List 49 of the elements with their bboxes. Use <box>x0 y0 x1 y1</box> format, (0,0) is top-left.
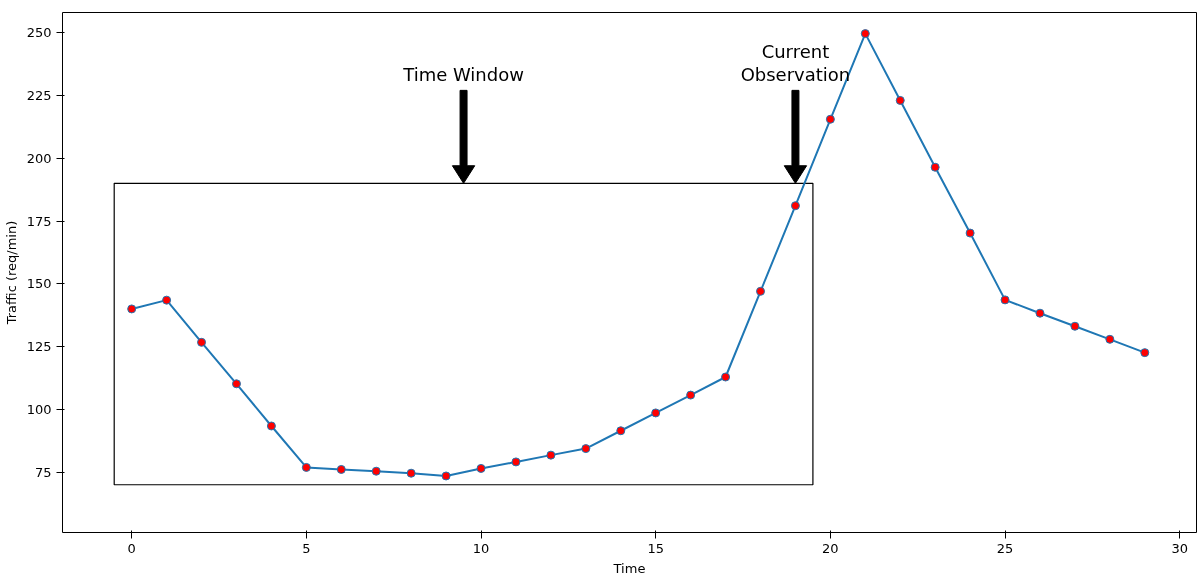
x-tick-label: 0 <box>127 540 136 556</box>
y-tick-label: 125 <box>26 339 52 355</box>
point <box>1070 321 1080 331</box>
point <box>1105 334 1115 344</box>
point <box>1140 348 1150 358</box>
y-tick-label: 200 <box>26 150 52 166</box>
y-tick-label: 100 <box>26 401 52 417</box>
point <box>476 463 486 473</box>
x-tick-label: 10 <box>472 540 490 556</box>
point <box>581 444 591 454</box>
point <box>790 201 800 211</box>
point <box>756 286 766 296</box>
point <box>441 471 451 481</box>
point <box>511 457 521 467</box>
point <box>651 408 661 418</box>
point <box>231 379 241 389</box>
point <box>127 304 137 314</box>
point <box>721 372 731 382</box>
point <box>406 468 416 478</box>
y-tick-label: 150 <box>26 276 52 292</box>
point <box>546 450 556 460</box>
y-tick-label: 175 <box>26 213 52 229</box>
point <box>336 464 346 474</box>
y-axis-title: Traffic (req/min) <box>3 220 19 326</box>
x-tick-label: 20 <box>822 540 839 556</box>
point <box>266 421 276 431</box>
point <box>616 426 626 436</box>
point <box>162 295 172 305</box>
x-tick-label: 25 <box>996 540 1014 556</box>
point <box>1000 295 1010 305</box>
x-tick-label: 5 <box>302 540 311 556</box>
point <box>930 162 940 172</box>
point <box>825 114 835 124</box>
x-axis-title: Time <box>612 560 646 576</box>
point <box>371 466 381 476</box>
x-tick-label: 30 <box>1171 540 1189 556</box>
point <box>1035 308 1045 318</box>
annotation: Time Window <box>402 64 524 86</box>
y-tick-label: 75 <box>34 464 52 480</box>
point <box>860 29 870 39</box>
point <box>965 228 975 238</box>
point <box>895 95 905 105</box>
x-tick-label: 15 <box>647 540 664 556</box>
point <box>301 462 311 472</box>
y-tick-label: 225 <box>26 87 52 103</box>
annotation: Current Observation <box>740 41 851 86</box>
y-tick-label: 250 <box>26 25 52 41</box>
point <box>686 390 696 400</box>
point <box>197 337 207 347</box>
